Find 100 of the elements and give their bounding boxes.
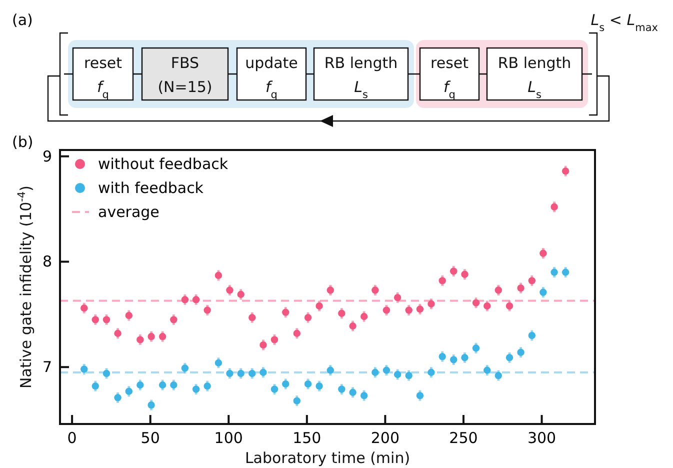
point [450, 356, 458, 364]
point [304, 314, 312, 322]
point [270, 336, 278, 344]
y-tick-label: 7 [42, 358, 52, 376]
point [92, 382, 99, 390]
legend-label: with feedback [98, 179, 204, 197]
point [136, 336, 144, 344]
point [282, 308, 290, 316]
point [382, 366, 390, 374]
point [282, 380, 290, 388]
point [450, 268, 458, 275]
point [382, 306, 390, 314]
point [316, 382, 323, 390]
legend-label: average [98, 203, 160, 221]
point [461, 354, 468, 362]
x-tick-label: 200 [370, 429, 400, 447]
point [540, 288, 547, 296]
point [260, 341, 267, 349]
text: L$_{s}$ [354, 78, 368, 101]
point [438, 277, 446, 284]
point [550, 268, 558, 276]
point [484, 366, 491, 374]
point [80, 304, 88, 312]
text: FBS [170, 54, 200, 72]
point [148, 401, 155, 409]
point [304, 380, 312, 388]
point [372, 286, 379, 294]
text: f$_{q}$ [266, 78, 278, 101]
point [192, 296, 200, 304]
legend-label: without feedback [98, 155, 228, 173]
point [562, 167, 570, 175]
x-tick-label: 300 [527, 429, 556, 447]
point [270, 386, 278, 393]
point [517, 348, 524, 356]
point [204, 306, 211, 314]
x-tick-label: 150 [292, 429, 322, 447]
point [102, 316, 110, 324]
y-tick-label: 8 [42, 252, 52, 271]
point [349, 322, 356, 330]
point [326, 286, 334, 294]
point [326, 366, 334, 374]
point [405, 306, 412, 314]
point [338, 310, 346, 317]
point [158, 381, 166, 389]
text: RB length [498, 54, 572, 72]
point [517, 284, 524, 292]
point [170, 316, 178, 324]
text: (N=15) [158, 78, 212, 96]
point [484, 302, 491, 310]
point [494, 372, 502, 380]
point [260, 368, 267, 376]
point [562, 268, 570, 276]
point [136, 381, 144, 389]
point [214, 272, 222, 280]
point [181, 364, 189, 372]
point [338, 386, 346, 393]
point [158, 332, 166, 340]
point [214, 359, 222, 366]
text: reset [84, 54, 122, 72]
point [125, 312, 132, 320]
text: update [245, 54, 298, 72]
point [226, 370, 234, 378]
point [293, 330, 300, 337]
text: reset [430, 54, 469, 72]
point [248, 314, 256, 322]
point [80, 366, 88, 373]
x-axis-title: Laboratory time (min) [244, 449, 410, 467]
point [125, 388, 132, 395]
point [472, 299, 480, 306]
point [528, 277, 536, 284]
point [237, 370, 244, 378]
point [360, 392, 368, 400]
x-tick-label: 50 [140, 429, 160, 447]
point [316, 302, 323, 310]
point [428, 368, 435, 376]
point [528, 332, 536, 340]
point [148, 332, 155, 340]
x-tick-label: 100 [214, 429, 243, 447]
point [114, 330, 122, 337]
text: L$_{s}$ < L$_{max}$ [590, 11, 658, 34]
text: f$_{q}$ [444, 78, 456, 101]
text: RB length [324, 54, 398, 72]
point [416, 306, 424, 313]
point [102, 370, 110, 378]
point [506, 354, 514, 362]
point [360, 312, 368, 320]
point [550, 203, 558, 211]
point [181, 296, 189, 304]
point [461, 270, 468, 278]
point [170, 381, 178, 389]
point [248, 370, 256, 378]
point [494, 286, 502, 294]
y-tick-label: 9 [42, 147, 52, 166]
point [472, 344, 480, 352]
point [226, 286, 234, 294]
point [438, 352, 446, 360]
point [506, 302, 514, 310]
point [394, 370, 402, 378]
point [416, 392, 424, 400]
point [349, 388, 356, 396]
